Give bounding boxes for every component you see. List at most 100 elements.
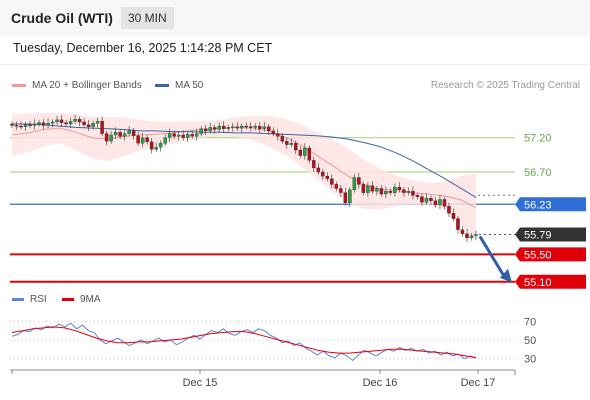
- candle-body: [235, 126, 239, 129]
- candle-body: [172, 133, 176, 137]
- candle-body: [113, 132, 118, 136]
- candle-body: [73, 119, 77, 122]
- candle-body: [397, 186, 402, 191]
- candle-body: [68, 121, 73, 125]
- candle-body: [285, 141, 289, 145]
- candle-body: [199, 128, 203, 134]
- candle-body: [375, 188, 379, 192]
- x-tick-label: Dec 15: [183, 377, 218, 389]
- candle-body: [334, 184, 339, 189]
- candle-body: [19, 125, 23, 128]
- candle-body: [203, 128, 208, 132]
- level-label-56.23: 56.23: [524, 199, 552, 211]
- candle-body: [357, 177, 361, 185]
- level-label-55.50: 55.50: [524, 249, 552, 261]
- candle-body: [181, 134, 185, 138]
- candle-body: [145, 137, 149, 142]
- legend-rsi-ma-label: 9MA: [80, 294, 101, 305]
- candle-body: [474, 234, 478, 236]
- rsi-tick-50: 50: [524, 335, 536, 347]
- instrument-title: Crude Oil (WTI): [11, 10, 113, 26]
- candle-body: [465, 233, 469, 239]
- candle-body: [91, 123, 95, 127]
- timestamp: Tuesday, December 16, 2025 1:14:28 PM CE…: [13, 41, 273, 55]
- candle-body: [294, 143, 298, 151]
- candle-body: [149, 141, 154, 150]
- candle-body: [460, 229, 465, 234]
- legend-rsi-swatch: [12, 298, 24, 301]
- legend-bollinger-label: MA 20 + Bollinger Bands: [32, 80, 142, 91]
- candle-body: [307, 147, 312, 161]
- candle-body: [258, 125, 262, 129]
- candle-body: [321, 171, 325, 177]
- legend-rsi-label: RSI: [30, 294, 47, 305]
- candle-body: [154, 147, 158, 150]
- level-badge-56.23: [515, 197, 586, 212]
- candle-body: [316, 167, 321, 173]
- candle-body: [140, 137, 145, 144]
- legend-bollinger: MA 20 + Bollinger Bands: [12, 80, 142, 91]
- legend-rsi-ma: 9MA: [62, 294, 101, 305]
- candle-body: [244, 125, 248, 128]
- candle-body: [14, 125, 19, 127]
- candle-body: [23, 124, 28, 127]
- candle-body: [46, 123, 50, 126]
- candle-body: [361, 184, 366, 193]
- candle-body: [136, 135, 140, 144]
- rsi-line: [11, 322, 477, 362]
- candle-body: [303, 147, 307, 156]
- candle-body: [433, 200, 438, 206]
- candle-body: [41, 122, 46, 126]
- candle-body: [469, 235, 474, 239]
- chart-header: Crude Oil (WTI) 30 MIN: [0, 0, 590, 36]
- candle-body: [262, 126, 266, 129]
- candle-body: [406, 191, 411, 193]
- bollinger-band-area: [12, 113, 476, 242]
- level-label-57.20: 57.20: [524, 133, 552, 145]
- candle-body: [59, 119, 64, 123]
- candle-body: [330, 178, 334, 185]
- candle-body: [352, 177, 357, 191]
- candle-body: [28, 124, 32, 126]
- candle-body: [185, 134, 190, 138]
- candle-body: [167, 133, 172, 138]
- candle-body: [456, 218, 460, 230]
- legend-rsi-ma-swatch: [62, 298, 74, 301]
- candle-body: [429, 197, 433, 201]
- candle-body: [276, 133, 280, 137]
- legend-ma50: MA 50: [155, 80, 203, 91]
- candle-body: [388, 191, 393, 193]
- candle-body: [77, 119, 82, 123]
- candle-body: [384, 191, 388, 195]
- candle-body: [411, 191, 415, 196]
- candle-body: [271, 130, 276, 134]
- rsi-ma-line: [11, 326, 477, 359]
- candle-body: [109, 134, 113, 142]
- divider: [0, 64, 590, 65]
- candle-body: [212, 127, 217, 130]
- candle-body: [370, 185, 375, 192]
- forecast-arrowhead: [500, 268, 512, 283]
- candle-body: [86, 124, 91, 127]
- candle-body: [163, 137, 167, 144]
- rsi-tick-70: 70: [524, 316, 536, 328]
- candle-body: [55, 119, 59, 123]
- timeframe-button[interactable]: 30 MIN: [121, 7, 174, 29]
- candle-body: [217, 125, 221, 130]
- candle-body: [415, 195, 420, 197]
- candle-body: [208, 127, 212, 132]
- candle-body: [122, 133, 127, 137]
- candle-body: [231, 126, 235, 128]
- candle-body: [289, 143, 294, 145]
- level-badge-55.50: [515, 247, 586, 262]
- candle-body: [420, 196, 424, 203]
- candle-body: [95, 121, 100, 124]
- candle-body: [226, 127, 230, 129]
- candle-body: [379, 188, 384, 195]
- candle-body: [82, 121, 86, 125]
- candle-body: [10, 123, 14, 126]
- x-tick-label: Dec 17: [461, 377, 496, 389]
- candle-body: [325, 175, 330, 180]
- level-label-55.10: 55.10: [524, 277, 552, 289]
- candle-body: [158, 143, 163, 148]
